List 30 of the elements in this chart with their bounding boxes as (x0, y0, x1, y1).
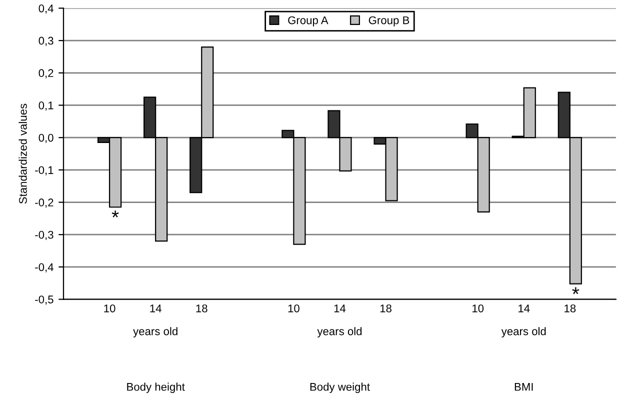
legend-label: Group B (368, 16, 410, 26)
text: Body weight (310, 382, 370, 393)
y-tick-label: -0,3 (35, 230, 54, 240)
y-axis-title: Standardized values (18, 104, 27, 204)
y-tick-label: 0,4 (38, 4, 54, 14)
x-tick-label: 14 (150, 304, 162, 312)
text: years old (317, 327, 362, 338)
y-tick-label: -0,1 (35, 166, 54, 176)
x-tick-label: 14 (334, 304, 346, 312)
legend-label: Group A (288, 16, 328, 26)
text: years old (501, 327, 546, 338)
text: Body height (127, 382, 185, 393)
x-tick-label: 10 (288, 304, 300, 312)
y-tick-label: -0,2 (35, 198, 54, 208)
y-tick-label: 0,2 (38, 69, 54, 78)
data-label: * (112, 210, 119, 218)
x-tick-label: 18 (196, 304, 208, 312)
text: years old (133, 327, 178, 338)
text: BMI (514, 383, 533, 391)
y-tick-label: 0,1 (38, 102, 54, 111)
x-tick-label: 18 (380, 304, 392, 312)
x-tick-label: 14 (518, 304, 530, 312)
y-tick-label: -0,4 (35, 263, 54, 272)
y-tick-label: 0,0 (38, 134, 54, 144)
data-label: * (572, 287, 580, 294)
y-tick-label: -0,5 (35, 296, 54, 305)
x-tick-label: 10 (472, 304, 484, 312)
x-tick-label: 10 (104, 304, 116, 312)
x-tick-label: 18 (564, 304, 576, 312)
y-tick-label: 0,3 (38, 36, 54, 46)
